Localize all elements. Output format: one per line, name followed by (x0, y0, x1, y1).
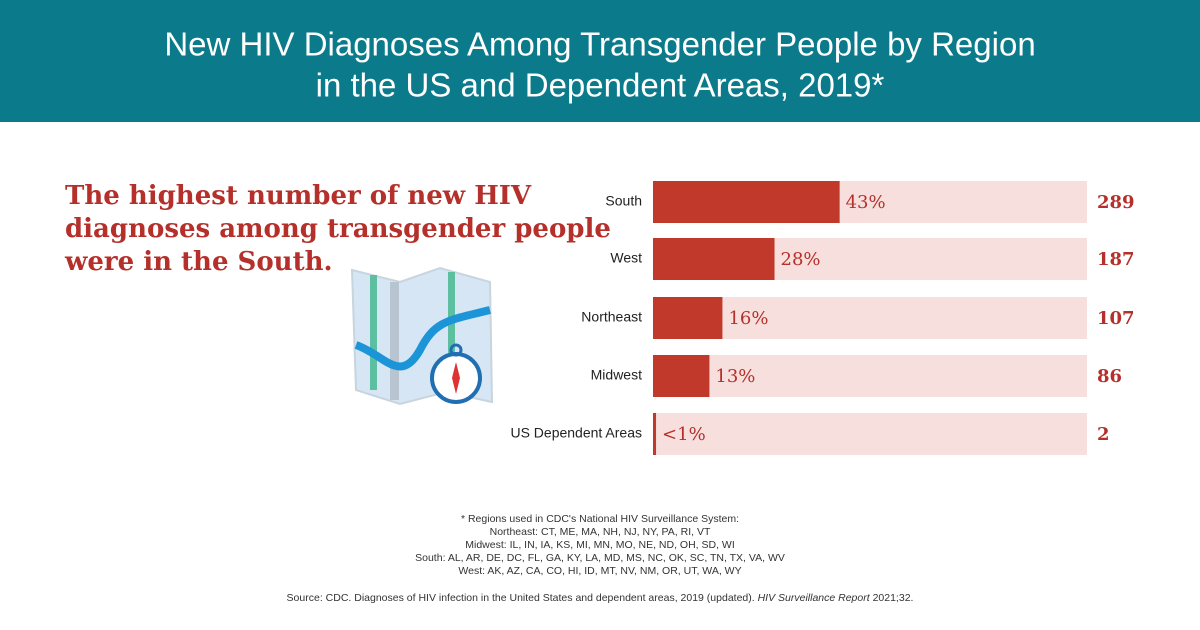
source-part: 2021;32. (870, 592, 914, 604)
source-part: HIV Surveillance Report (758, 592, 871, 604)
value-label: 16% (728, 308, 768, 329)
category-label: West (610, 250, 642, 266)
bar (653, 355, 710, 397)
count-label: 2 (1097, 424, 1110, 445)
title-line: New HIV Diagnoses Among Transgender Peop… (164, 26, 1035, 63)
bar (653, 181, 840, 223)
header-band (0, 0, 1200, 122)
value-label: <1% (662, 424, 706, 445)
footnote-line: Midwest: IL, IN, IA, KS, MI, MN, MO, NE,… (465, 539, 735, 551)
count-label: 289 (1097, 192, 1135, 213)
category-label: Northeast (581, 309, 642, 325)
value-label: 43% (846, 192, 886, 213)
bar-track (653, 355, 1087, 397)
bar-track (653, 413, 1087, 455)
title-line: in the US and Dependent Areas, 2019* (316, 67, 885, 104)
count-label: 107 (1097, 308, 1135, 329)
value-label: 28% (781, 249, 821, 270)
count-label: 187 (1097, 249, 1135, 270)
footnote-line: Northeast: CT, ME, MA, NH, NJ, NY, PA, R… (490, 526, 711, 538)
category-label: South (605, 193, 642, 209)
bar (653, 238, 775, 280)
value-label: 13% (715, 366, 755, 387)
bar (653, 297, 723, 339)
map-icon (350, 266, 494, 406)
headline-line: The highest number of new HIV (65, 181, 532, 211)
bar (653, 413, 657, 455)
headline-line: were in the South. (64, 247, 333, 277)
footnote-line: South: AL, AR, DE, DC, FL, GA, KY, LA, M… (415, 552, 785, 564)
category-label: Midwest (591, 367, 642, 383)
source-note: Source: CDC. Diagnoses of HIV infection … (287, 592, 914, 604)
category-label: US Dependent Areas (510, 425, 642, 441)
bar-track (653, 297, 1087, 339)
source-part: Source: CDC. Diagnoses of HIV infection … (287, 592, 758, 604)
headline-line: diagnoses among transgender people (65, 214, 611, 244)
footnote-line: West: AK, AZ, CA, CO, HI, ID, MT, NV, NM… (458, 565, 741, 577)
count-label: 86 (1097, 366, 1122, 387)
footnote-line: * Regions used in CDC's National HIV Sur… (461, 513, 739, 525)
